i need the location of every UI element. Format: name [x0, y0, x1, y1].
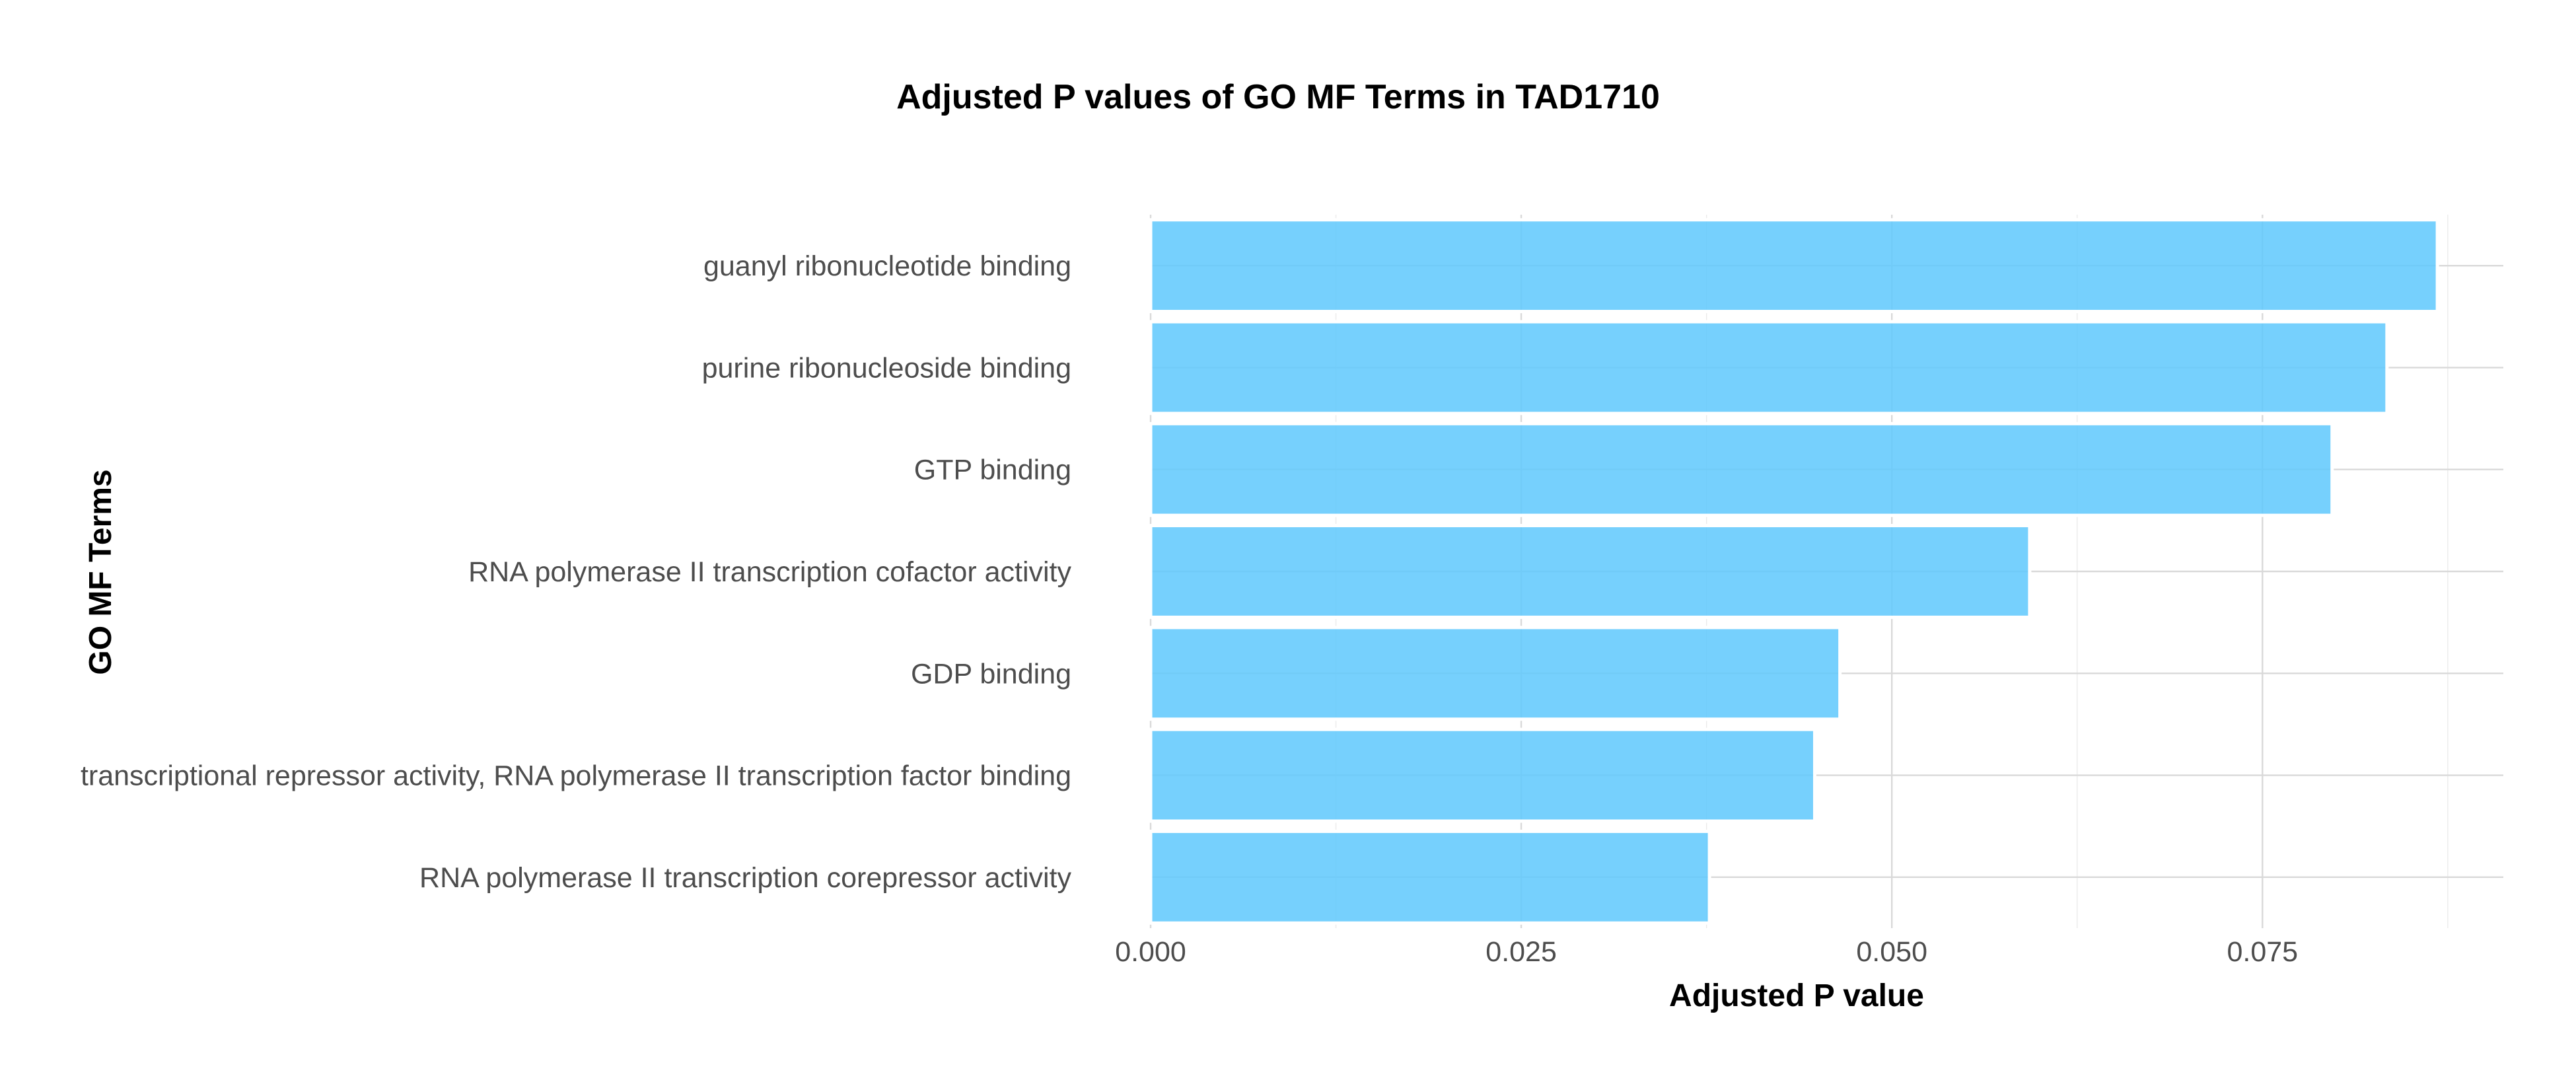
- chart-title: Adjusted P values of GO MF Terms in TAD1…: [896, 78, 1660, 116]
- bar: [1149, 626, 1842, 721]
- y-tick-label: GTP binding: [914, 454, 1071, 486]
- y-tick-labels: guanyl ribonucleotide binding purine ribo…: [81, 250, 1072, 894]
- y-tick-label: RNA polymerase II transcription cofactor…: [468, 556, 1071, 588]
- bar: [1149, 421, 2334, 517]
- bar: [1149, 218, 2439, 314]
- y-axis-title: GO MF Terms: [83, 469, 118, 674]
- bar: [1149, 320, 2389, 416]
- x-axis-title: Adjusted P value: [1669, 978, 1924, 1013]
- x-tick-label: 0.075: [2227, 936, 2298, 968]
- x-tick-labels: 0.000 0.025 0.050 0.075: [1115, 936, 2298, 968]
- y-tick-label: purine ribonucleoside binding: [702, 352, 1071, 384]
- bar: [1149, 727, 1816, 823]
- y-tick-label: transcriptional repressor activity, RNA …: [81, 760, 1071, 792]
- y-tick-label: GDP binding: [911, 658, 1071, 690]
- x-tick-label: 0.000: [1115, 936, 1186, 968]
- x-tick-label: 0.050: [1856, 936, 1927, 968]
- bar: [1149, 524, 2032, 619]
- y-tick-label: guanyl ribonucleotide binding: [703, 250, 1071, 282]
- x-tick-label: 0.025: [1485, 936, 1557, 968]
- bar: [1149, 829, 1711, 925]
- y-tick-label: RNA polymerase II transcription corepres…: [419, 862, 1071, 894]
- bars: [1149, 218, 2439, 925]
